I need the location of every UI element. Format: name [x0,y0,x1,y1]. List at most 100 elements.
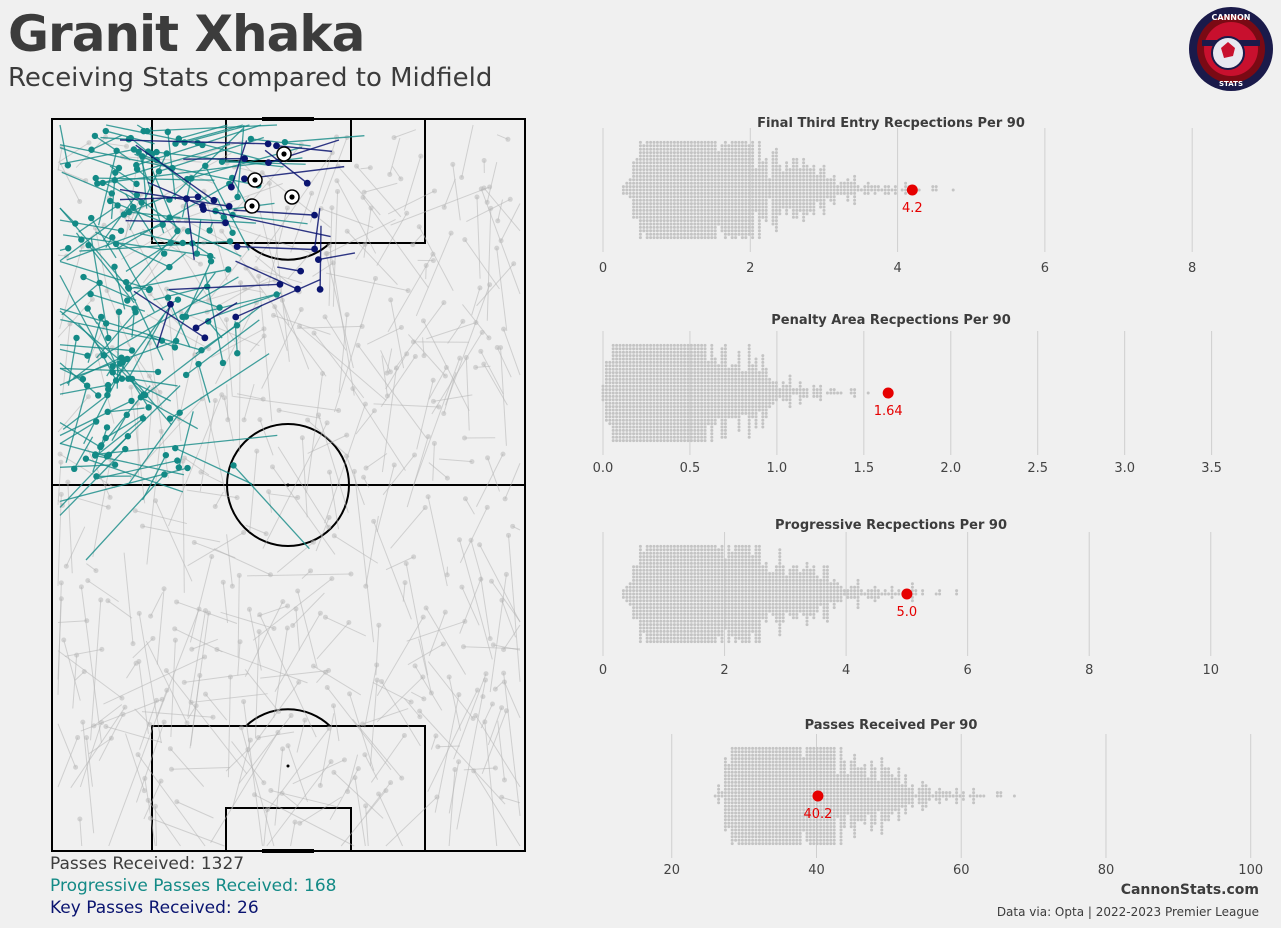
swarm-dot [737,154,741,158]
pass-end [387,171,393,177]
swarm-dot [723,364,727,368]
swarm-dot [720,212,724,216]
swarm-dot [649,602,653,606]
swarm-dot [615,347,619,351]
swarm-dot [853,391,857,395]
swarm-dot [686,582,690,586]
progressive-pass-line [63,234,211,257]
swarm-dot [679,144,683,148]
progressive-pass-end [179,239,186,247]
swarm-dot [693,354,697,358]
swarm-dot [672,185,676,189]
swarm-dot [611,381,615,385]
swarm-dot [713,222,717,226]
swarm-dot [618,377,622,381]
swarm-dot [655,377,659,381]
swarm-dot [805,191,809,195]
swarm-dot [662,415,666,419]
swarm-dot [808,188,812,192]
progressive-pass-line [139,232,183,244]
swarm-dot [700,636,704,640]
swarm-dot [744,609,748,613]
pass-line [493,644,521,651]
swarm-dot [666,435,670,439]
swarm-dot [853,185,857,189]
swarm-dot [710,589,714,593]
swarm-dot [604,418,608,422]
swarm-dot [666,548,670,552]
swarm-dot [747,377,751,381]
swarm-dot [666,171,670,175]
pass-line [191,279,276,305]
swarm-dot [683,343,687,347]
swarm-dot [785,202,789,206]
swarm-dot [734,636,738,640]
swarm-dot [727,568,731,572]
swarm-dot [740,401,744,405]
swarm-dot [638,381,642,385]
swarm-dot [706,367,710,371]
all-passes-layer [57,124,521,847]
swarm-dot [706,636,710,640]
swarm-dot [727,202,731,206]
swarm-dot [659,575,663,579]
swarm-dot [669,357,673,361]
swarm-dot [710,364,714,368]
progressive-pass-line [233,464,310,550]
swarm-dot [737,144,741,148]
swarm-dot [710,422,714,426]
swarm-dot [900,188,904,192]
swarm-dot [672,364,676,368]
swarm-dot [679,347,683,351]
swarm-dot [812,202,816,206]
swarm-dot [723,343,727,347]
swarm-dot [761,185,765,189]
swarm-dot [751,374,755,378]
swarm-dot [655,208,659,212]
swarm-dot [887,191,891,195]
swarm-dot [676,544,680,548]
swarm-dot [628,582,632,586]
progressive-pass-line [59,144,259,186]
swarm-dot [642,418,646,422]
swarm-dot [638,171,642,175]
swarm-dot [713,394,717,398]
swarm-dot [700,606,704,610]
swarm-dot [757,202,761,206]
progressive-pass-line [59,207,130,289]
swarm-dot [693,168,697,172]
swarm-dot [628,592,632,596]
swarm-dot [717,374,721,378]
swarm-dot [611,367,615,371]
swarm-dot [628,401,632,405]
swarm-dot [659,405,663,409]
swarm-dot [686,626,690,630]
swarm-dot [825,181,829,185]
swarm-dot [689,401,693,405]
swarm-dot [669,439,673,443]
swarm-dot [683,185,687,189]
swarm-dot [696,432,700,436]
swarm-dot [655,565,659,569]
swarm-dot [621,357,625,361]
swarm-dot [751,381,755,385]
swarm-dot [734,202,738,206]
swarm-dot [652,360,656,364]
progressive-passes-layer [59,124,365,561]
swarm-dot [621,191,625,195]
swarm-dot [693,144,697,148]
pass-line [82,722,95,834]
swarm-dot [611,374,615,378]
swarm-dot [730,565,734,569]
swarm-dot [642,602,646,606]
swarm-dot [730,198,734,202]
swarm-dot [686,377,690,381]
swarm-dot [632,195,636,199]
swarm-dot [703,343,707,347]
swarm-dot [632,364,636,368]
progressive-pass-end [130,146,138,153]
pass-line [156,608,200,718]
swarm-dot [713,606,717,610]
swarm-dot [662,195,666,199]
progressive-pass-line [100,385,151,446]
